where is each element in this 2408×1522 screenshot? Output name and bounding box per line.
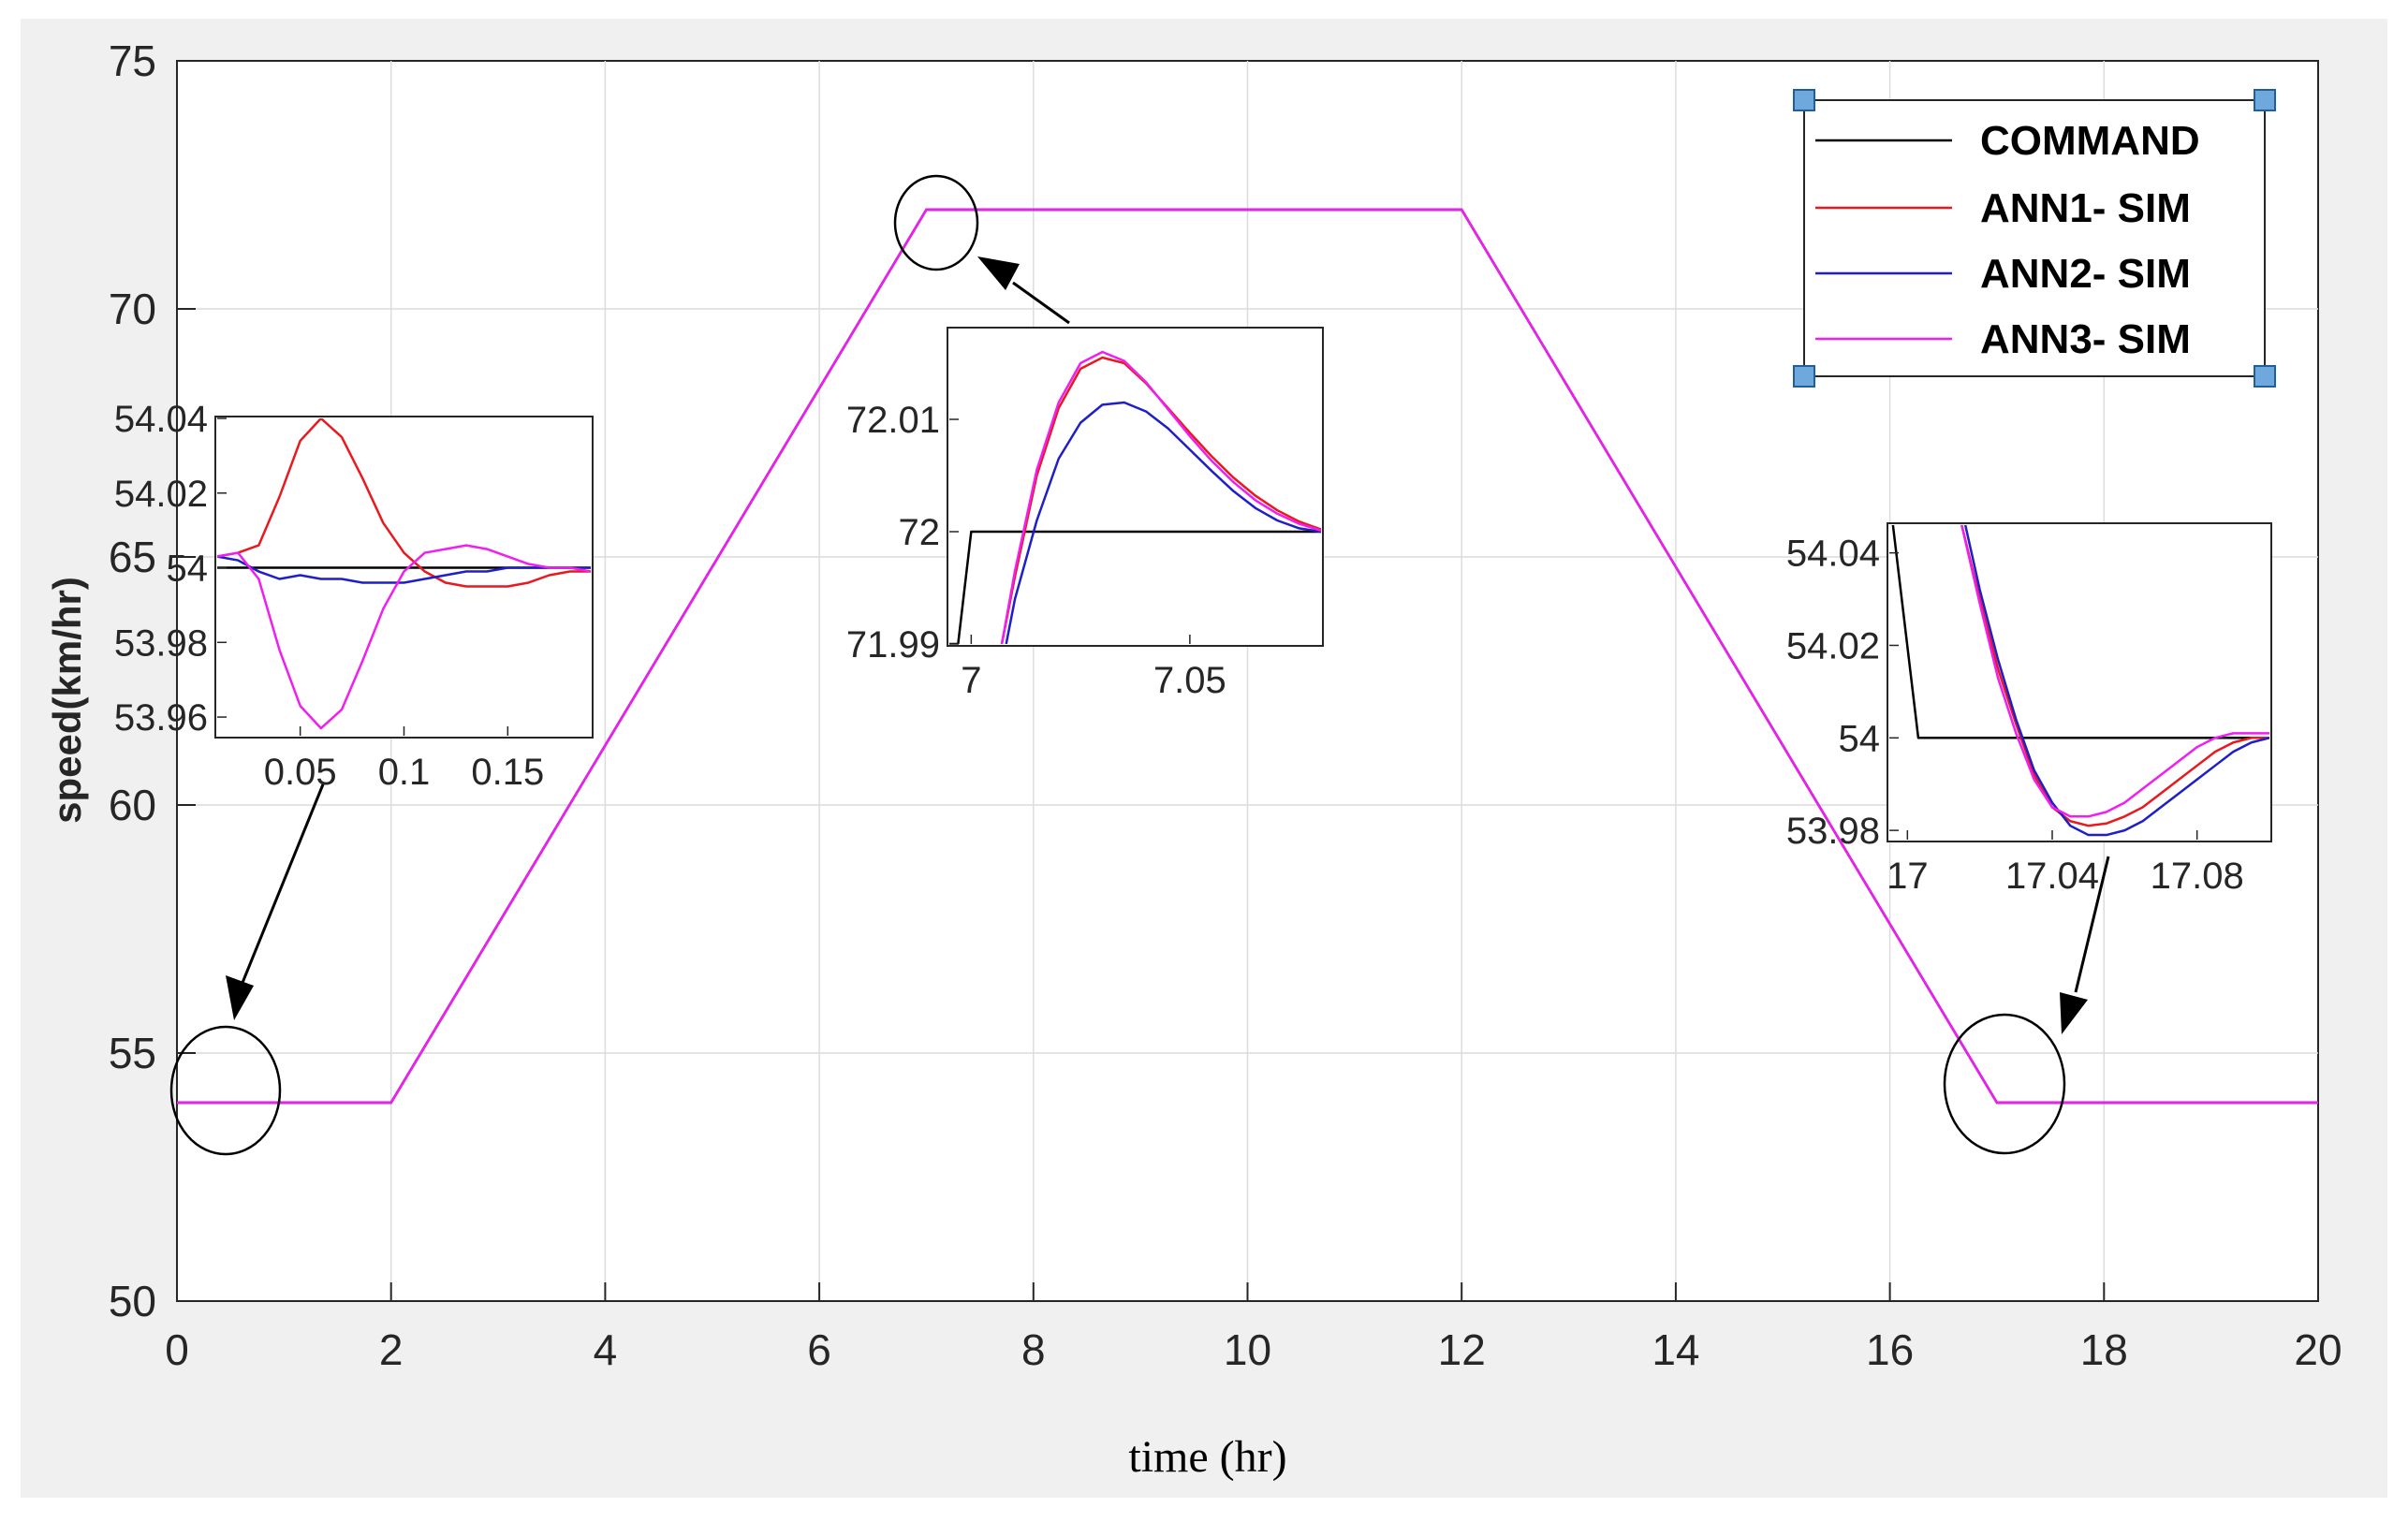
x-axis-label: time (hr) bbox=[1128, 1432, 1286, 1482]
inset-series-line-command bbox=[949, 530, 1321, 644]
speed-chart: 0 2 4 6 8 10 12 14 16 18 20 50 55 60 65 70 75 speed(km/… bbox=[45, 37, 2342, 1482]
inset-y-tick-label: 54.04 bbox=[1786, 534, 1880, 575]
end-arrow bbox=[2074, 856, 2110, 993]
x-tick-label: 6 bbox=[807, 1325, 831, 1374]
end-circle bbox=[1943, 1013, 2066, 1155]
y-tick-label: 65 bbox=[109, 533, 156, 581]
inset-x-tick-label: 17 bbox=[1887, 856, 1929, 897]
legend-resize-handle-tr[interactable] bbox=[2254, 89, 2276, 111]
inset-y-tick-label: 54 bbox=[1839, 718, 1881, 759]
inset-series-line-ann3 bbox=[1000, 350, 1321, 644]
inset-y-tick-label: 53.96 bbox=[114, 697, 208, 739]
x-tick-label: 20 bbox=[2294, 1325, 2342, 1374]
inset-x-tick-label: 0.15 bbox=[471, 752, 544, 793]
inset-series-line-command bbox=[1891, 525, 2269, 739]
x-tick-label: 16 bbox=[1866, 1325, 1914, 1374]
figure-window: 0 2 4 6 8 10 12 14 16 18 20 50 55 60 65 70 75 speed(km/… bbox=[21, 19, 2387, 1498]
x-tick-labels: 0 2 4 6 8 10 12 14 16 18 20 bbox=[165, 1282, 2342, 1374]
inset-series-line-ann3 bbox=[217, 544, 591, 730]
inset-y-tick-label: 53.98 bbox=[114, 622, 208, 664]
inset-x-tick-label: 7 bbox=[961, 660, 981, 701]
main-series-layer bbox=[177, 208, 2318, 1105]
inset-start-x-ticks: 0.05 0.1 0.15 bbox=[264, 726, 544, 793]
x-tick-label: 2 bbox=[379, 1325, 404, 1374]
legend-label-ann1: ANN1- SIM bbox=[1980, 185, 2191, 231]
y-tick-label: 70 bbox=[109, 285, 156, 333]
inset-series-line-ann1 bbox=[1960, 525, 2269, 827]
legend-label-ann2: ANN2- SIM bbox=[1980, 251, 2191, 297]
inset-peak-frame bbox=[947, 327, 1324, 647]
inset-start-y-ticks: 53.96 53.98 54 54.02 54.04 bbox=[114, 399, 227, 739]
inset-end: 17 17.04 17.08 53.98 54 54.02 54.04 bbox=[1786, 522, 2272, 897]
x-tick-label: 0 bbox=[165, 1325, 189, 1374]
inset-series-line-ann2 bbox=[1963, 525, 2269, 837]
callout-markers bbox=[169, 174, 2110, 1156]
inset-end-y-ticks: 53.98 54 54.02 54.04 bbox=[1786, 534, 1899, 852]
inset-peak-y-ticks: 71.99 72 72.01 bbox=[846, 400, 959, 666]
inset-lines-clip bbox=[217, 418, 591, 730]
end-arrowhead bbox=[2060, 992, 2088, 1034]
y-axis-label: speed(km/hr) bbox=[45, 577, 89, 824]
inset-peak-series bbox=[949, 350, 1321, 644]
series-line-ann3 bbox=[177, 208, 2318, 1105]
inset-start: 0.05 0.1 0.15 53.96 53.98 54 54.02 54.04 bbox=[114, 399, 594, 793]
inset-x-tick-label: 17.08 bbox=[2151, 856, 2244, 897]
legend-label-command: COMMAND bbox=[1980, 118, 2200, 164]
inset-y-tick-label: 54.04 bbox=[114, 399, 208, 440]
inset-lines-clip bbox=[1891, 525, 2269, 837]
inset-lines-clip bbox=[949, 350, 1321, 644]
legend-label-ann3: ANN3- SIM bbox=[1980, 316, 2191, 362]
inset-peak-x-ticks: 7 7.05 bbox=[961, 635, 1226, 701]
inset-x-tick-label: 17.04 bbox=[2005, 856, 2099, 897]
legend-resize-handle-bl[interactable] bbox=[1793, 365, 1815, 388]
legend-box bbox=[1803, 99, 2266, 377]
x-tick-label: 4 bbox=[594, 1325, 618, 1374]
peak-arrow bbox=[1012, 281, 1070, 325]
inset-y-tick-label: 72 bbox=[899, 512, 941, 553]
x-tick-label: 14 bbox=[1652, 1325, 1699, 1374]
legend[interactable]: COMMAND ANN1- SIM ANN2- SIM ANN3- SIM bbox=[1793, 89, 2276, 388]
inset-series-line-ann3 bbox=[1960, 525, 2269, 818]
start-arrowhead bbox=[226, 975, 254, 1020]
y-tick-labels: 50 55 60 65 70 75 bbox=[109, 37, 196, 1325]
x-tick-label: 18 bbox=[2080, 1325, 2128, 1374]
inset-end-frame bbox=[1887, 522, 2272, 842]
y-tick-label: 50 bbox=[109, 1277, 156, 1325]
inset-y-tick-label: 53.98 bbox=[1786, 811, 1880, 852]
legend-resize-handle-tl[interactable] bbox=[1793, 89, 1815, 111]
inset-start-series bbox=[217, 418, 591, 730]
inset-x-tick-label: 7.05 bbox=[1153, 660, 1226, 701]
inset-start-frame bbox=[214, 416, 594, 739]
y-tick-label: 75 bbox=[109, 37, 156, 85]
inset-series-line-ann2 bbox=[217, 555, 591, 584]
inset-end-series bbox=[1891, 525, 2269, 837]
inset-end-x-ticks: 17 17.04 17.08 bbox=[1887, 830, 2244, 897]
inset-x-tick-label: 0.05 bbox=[264, 752, 337, 793]
inset-y-tick-label: 54.02 bbox=[1786, 625, 1880, 666]
inset-y-tick-label: 54.02 bbox=[114, 474, 208, 515]
start-arrow bbox=[232, 783, 325, 1004]
inset-y-tick-label: 71.99 bbox=[846, 624, 940, 666]
inset-y-tick-label: 72.01 bbox=[846, 400, 940, 441]
x-tick-label: 10 bbox=[1224, 1325, 1271, 1374]
x-tick-label: 8 bbox=[1021, 1325, 1046, 1374]
peak-circle bbox=[893, 174, 979, 271]
inset-x-tick-label: 0.1 bbox=[378, 752, 431, 793]
inset-series-line-ann1 bbox=[217, 418, 591, 588]
y-tick-label: 55 bbox=[109, 1029, 156, 1077]
y-tick-label: 60 bbox=[109, 781, 156, 829]
inset-y-tick-label: 54 bbox=[167, 549, 209, 590]
legend-resize-handle-br[interactable] bbox=[2254, 365, 2276, 388]
start-circle bbox=[169, 1025, 282, 1156]
x-tick-label: 12 bbox=[1438, 1325, 1486, 1374]
peak-arrowhead bbox=[977, 256, 1020, 290]
inset-series-line-ann2 bbox=[1005, 401, 1321, 644]
